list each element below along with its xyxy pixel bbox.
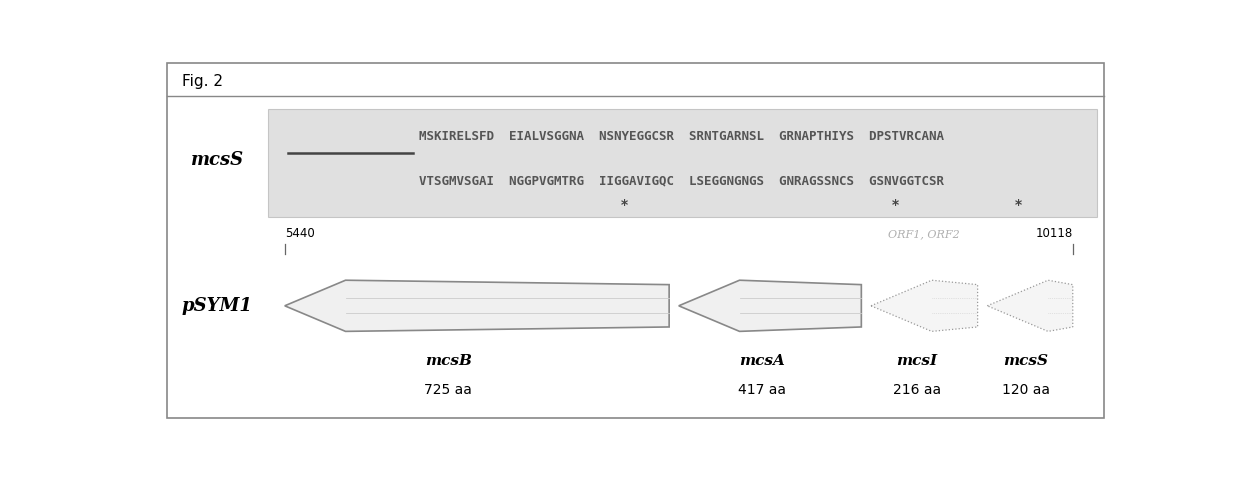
- Text: Fig. 2: Fig. 2: [182, 74, 223, 89]
- Text: mcsS: mcsS: [191, 152, 244, 169]
- Text: mcsS: mcsS: [1003, 354, 1048, 368]
- Text: 725 aa: 725 aa: [424, 383, 472, 397]
- Polygon shape: [285, 280, 670, 331]
- Text: 216 aa: 216 aa: [893, 383, 941, 397]
- FancyBboxPatch shape: [268, 109, 1096, 217]
- Text: VTSGMVSGAI  NGGPVGMTRG  IIGGAVIGQC  LSEGGNGNGS  GNRAGSSNCS  GSNVGGTCSR: VTSGMVSGAI NGGPVGMTRG IIGGAVIGQC LSEGGNG…: [419, 174, 944, 187]
- Text: 417 aa: 417 aa: [738, 383, 786, 397]
- Text: mcsA: mcsA: [739, 354, 785, 368]
- FancyBboxPatch shape: [166, 63, 1105, 418]
- Text: *: *: [892, 198, 899, 212]
- Text: MSKIRELSFD  EIALVSGGNA  NSNYEGGCSR  SRNTGARNSL  GRNAPTHIYS  DPSTVRCANА: MSKIRELSFD EIALVSGGNA NSNYEGGCSR SRNTGAR…: [419, 130, 944, 143]
- Text: *: *: [1014, 198, 1022, 212]
- Polygon shape: [678, 280, 862, 331]
- Text: *: *: [620, 198, 627, 212]
- Text: pSYM1: pSYM1: [182, 297, 253, 315]
- Text: 5440: 5440: [285, 227, 315, 239]
- Text: ORF1, ORF2: ORF1, ORF2: [888, 229, 960, 239]
- Text: mcsB: mcsB: [424, 354, 471, 368]
- Polygon shape: [987, 280, 1073, 331]
- Text: 10118: 10118: [1035, 227, 1073, 239]
- Text: 120 aa: 120 aa: [1002, 383, 1050, 397]
- Text: mcsI: mcsI: [897, 354, 937, 368]
- Polygon shape: [870, 280, 977, 331]
